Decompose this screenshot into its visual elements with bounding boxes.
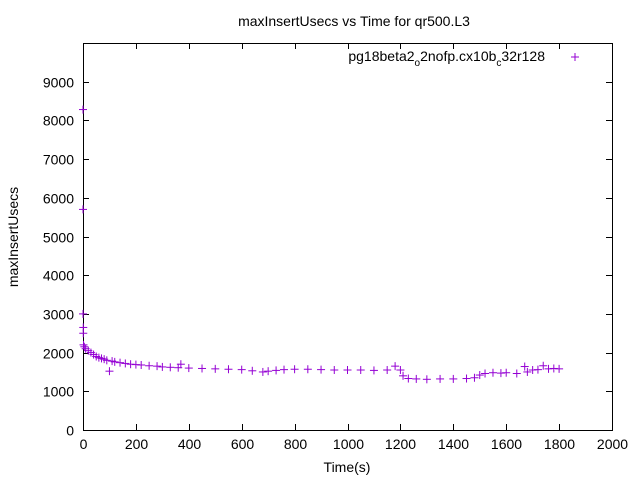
data-point [79, 329, 88, 338]
data-point [383, 366, 392, 375]
data-point [399, 371, 408, 380]
data-point [422, 375, 431, 384]
data-point [520, 362, 529, 371]
x-tick-label: 800 [284, 436, 308, 452]
data-point [158, 362, 167, 371]
legend-label-subscript: c [496, 58, 501, 69]
data-point [145, 361, 154, 370]
data-point [502, 368, 511, 377]
data-point [79, 105, 87, 114]
data-point [412, 374, 421, 383]
data-point [290, 365, 299, 374]
data-point [488, 368, 497, 377]
x-axis-label: Time(s) [324, 459, 371, 475]
data-point [102, 356, 111, 365]
data-point [317, 365, 326, 374]
data-point [343, 366, 352, 375]
data-point [153, 362, 162, 371]
legend-label-part: pg18beta2 [348, 48, 414, 64]
data-point [356, 366, 365, 375]
data-point [280, 365, 289, 374]
data-point [110, 357, 119, 366]
x-tick-label: 600 [231, 436, 255, 452]
data-point [224, 365, 233, 374]
x-tick-label: 200 [125, 436, 149, 452]
legend-marker [571, 53, 579, 61]
data-point [512, 369, 521, 378]
series-points [79, 105, 564, 384]
y-tick-label: 4000 [43, 268, 74, 284]
axis-ticks [83, 43, 613, 431]
data-point [533, 365, 542, 374]
data-point [391, 362, 400, 371]
data-point [79, 340, 88, 349]
y-axis-label: maxInsertUsecs [5, 187, 21, 287]
data-point [449, 374, 458, 383]
data-point [272, 366, 281, 375]
data-point [105, 367, 114, 376]
x-tick-label: 1200 [385, 436, 416, 452]
data-point [237, 365, 246, 374]
x-tick-label: 1600 [491, 436, 522, 452]
x-tick-label: 400 [178, 436, 202, 452]
data-point [481, 369, 490, 378]
x-tick-label: 0 [80, 436, 88, 452]
data-point [80, 342, 89, 351]
data-point [404, 374, 413, 383]
data-point [258, 367, 267, 376]
data-point [475, 371, 484, 380]
x-tick-label: 1400 [438, 436, 469, 452]
data-point [523, 367, 532, 376]
y-tick-label: 8000 [43, 113, 74, 129]
x-tick-label: 1000 [333, 436, 364, 452]
data-point [198, 364, 207, 373]
y-tick-label: 5000 [43, 230, 74, 246]
data-point [555, 364, 564, 373]
legend-label-subscript: o [415, 58, 421, 69]
chart-title: maxInsertUsecs vs Time for qr500.L3 [238, 13, 470, 29]
axis-tick-labels: 0 200 400 600 800 1000 1200 1400 1600 1800 2000 0 10… [43, 75, 628, 453]
y-tick-label: 7000 [43, 152, 74, 168]
data-point [539, 361, 548, 370]
data-point [166, 363, 175, 372]
data-point [396, 366, 405, 375]
x-tick-label: 2000 [597, 436, 628, 452]
y-tick-label: 2000 [43, 346, 74, 362]
data-point [121, 359, 130, 368]
y-tick-label: 1000 [43, 384, 74, 400]
y-tick-label: 0 [66, 423, 74, 439]
y-tick-label: 6000 [43, 191, 74, 207]
data-point [462, 374, 471, 383]
data-point [369, 366, 378, 375]
legend-label-part: 2nofp.cx10b [420, 48, 496, 64]
x-tick-label: 1800 [544, 436, 575, 452]
data-point [79, 309, 87, 318]
y-tick-label: 9000 [43, 75, 74, 91]
data-point [137, 360, 146, 369]
legend-label-part: 32r128 [501, 48, 545, 64]
data-point [248, 366, 257, 375]
data-point [184, 364, 193, 373]
legend: pg18beta2o2nofp.cx10bc32r128 [348, 48, 579, 69]
data-point [303, 365, 312, 374]
legend-series-label: pg18beta2o2nofp.cx10bc32r128 [348, 48, 545, 69]
data-point [176, 360, 185, 369]
data-point [211, 364, 220, 373]
data-point [116, 358, 125, 367]
data-point [79, 205, 87, 214]
data-point [470, 373, 479, 382]
y-tick-label: 3000 [43, 307, 74, 323]
data-point [436, 374, 445, 383]
data-point [264, 367, 273, 376]
data-point [330, 366, 339, 375]
